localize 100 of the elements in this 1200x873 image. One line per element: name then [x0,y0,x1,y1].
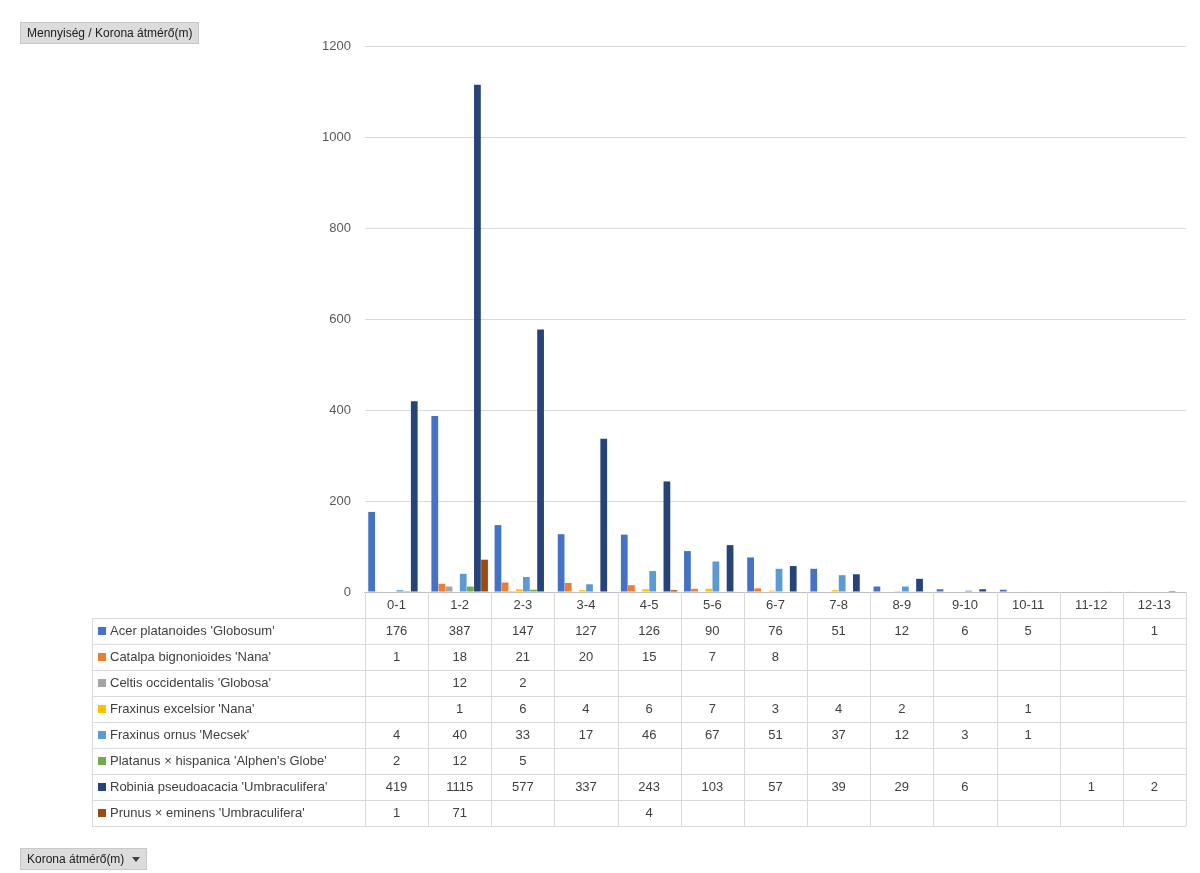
data-label: 46 [641,726,657,742]
legend-label: Prunus × eminens 'Umbraculifera' [110,804,305,820]
data-label: 126 [638,622,660,638]
bar [838,575,846,592]
bar [916,578,923,592]
bar [936,589,944,592]
data-label: 1 [456,700,464,716]
bar [775,568,783,592]
bar [979,589,987,592]
legend-label: Catalpa bignonioides 'Nana' [110,648,272,664]
x-tick-label: 12-13 [1137,596,1172,612]
bar [410,401,418,592]
data-label: 76 [768,622,783,638]
data-label: 15 [641,648,657,664]
text: Mennyiség / Korona átmérő(m) [20,22,200,44]
data-label: 243 [638,778,660,794]
text: Korona átmérő(m) [27,852,125,866]
bar [642,589,649,592]
x-tick-label: 2-3 [513,596,533,612]
bar [523,576,530,592]
data-label: 6 [961,622,969,638]
data-label: 2 [519,674,527,690]
x-tick-label: 4-5 [639,596,659,612]
bar [564,582,572,592]
y-tick-label: 1000 [322,128,351,144]
data-label: 4 [582,700,590,716]
data-label: 103 [701,778,724,794]
data-label: 12 [452,674,467,690]
x-tick-label: 0-1 [387,596,406,612]
data-label: 1 [1024,726,1032,742]
data-label: 6 [645,700,653,716]
x-tick-label: 9-10 [951,596,978,612]
data-label: 4 [392,726,401,742]
bar [537,329,544,592]
bar [684,551,691,592]
bar [501,582,509,592]
legend-label: Platanus × hispanica 'Alphen's Globe' [110,752,327,768]
data-label: 1 [1087,778,1095,794]
bar [873,586,881,592]
bar [628,585,635,592]
y-tick-label: 1200 [322,37,351,53]
bar [747,557,754,592]
data-label: 1 [1024,700,1032,716]
x-tick-label: 5-6 [702,596,722,612]
bar [494,525,502,592]
x-tick-label: 11-12 [1075,596,1108,612]
data-label: 337 [575,778,597,794]
y-tick-label: 400 [329,401,351,417]
legend-label: Celtis occidentalis 'Globosa' [110,674,272,690]
legend-label: Robinia pseudoacacia 'Umbraculifera' [110,778,328,794]
bar [649,571,657,592]
legend-label: Acer platanoides 'Globosum' [110,622,275,638]
y-tick-label: 600 [329,310,351,326]
bar [474,84,481,592]
bar [368,511,376,592]
bar [691,588,698,592]
y-tick-label: 0 [343,583,351,599]
data-label: 577 [511,778,534,794]
bar [445,586,453,592]
data-label: 2 [392,752,401,768]
bar [557,534,565,592]
data-label: 4 [645,804,653,820]
x-tick-label: 6-7 [766,596,785,612]
x-tick-label: 10-11 [1011,596,1045,612]
data-label: 18 [452,648,467,664]
data-label: 67 [705,726,720,742]
data-label: 12 [894,622,910,638]
data-label: 1115 [446,778,474,794]
data-label: 147 [511,622,534,638]
data-label: 40 [452,726,467,742]
data-label: 3 [771,700,780,716]
y-tick-label: 800 [329,219,351,235]
data-label: 1 [392,648,401,664]
bar [810,568,818,592]
data-label: 419 [385,778,408,794]
bar [726,545,734,592]
data-label: 17 [578,726,594,742]
bar [459,573,467,592]
bar [789,566,797,592]
data-label: 7 [708,648,716,664]
bar [466,586,474,592]
data-label: 12 [894,726,910,742]
data-label: 37 [831,726,846,742]
y-tick-label: 200 [329,492,351,508]
x-tick-label: 7-8 [829,596,849,612]
bar [901,586,909,592]
bar [515,589,523,592]
x-tick-label: 8-9 [892,596,912,612]
data-label: 3 [961,726,969,742]
data-label: 4 [835,700,843,716]
data-label: 176 [385,622,408,638]
data-label: 1 [392,804,401,820]
legend-label: Fraxinus excelsior 'Nana' [110,700,255,716]
x-tick-label: 1-2 [450,596,470,612]
bar [600,438,608,592]
data-label: 21 [515,648,531,664]
bar [431,415,439,592]
data-label: 2 [1150,778,1159,794]
data-label: 7 [708,700,716,716]
data-label: 127 [575,622,597,638]
